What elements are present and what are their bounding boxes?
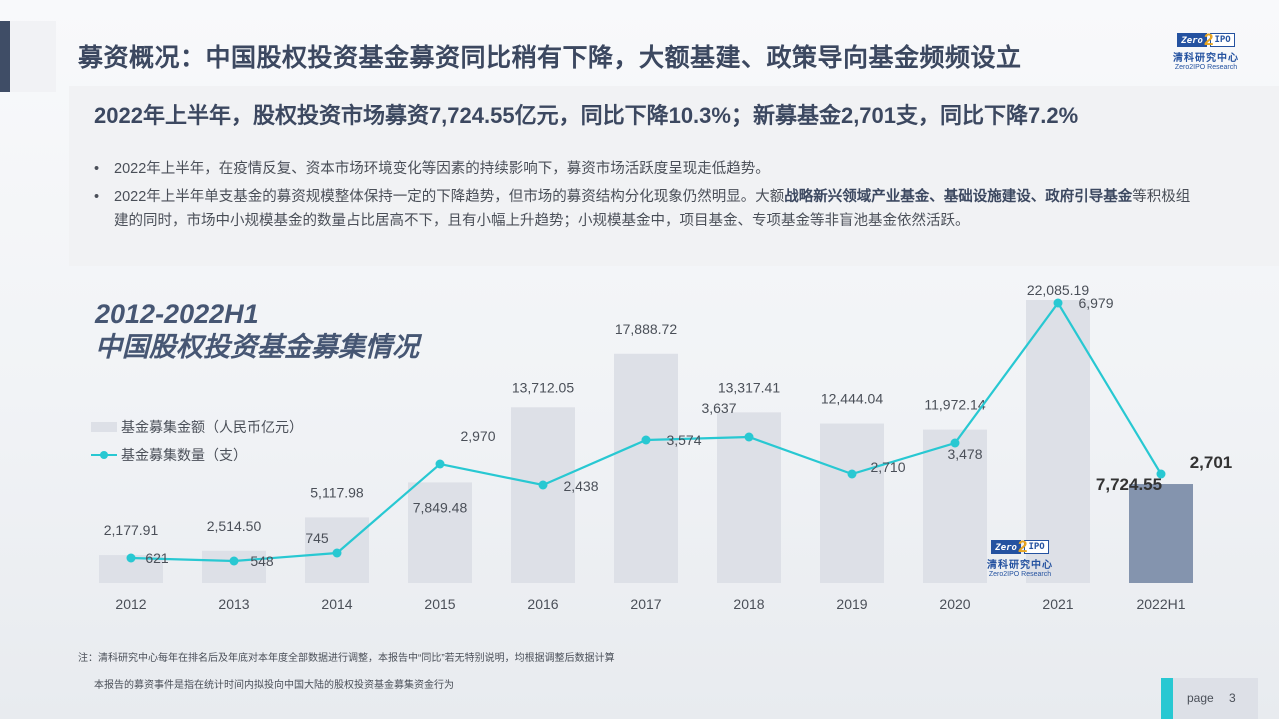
zero2ipo-logo: Zero 2 IPO 清科研究中心 Zero2IPO Research	[1173, 30, 1239, 71]
bar-2016	[511, 407, 575, 583]
footnote: 注：清科研究中心每年在排名后及年底对本年度全部数据进行调整，本报告中“同比”若无…	[78, 653, 615, 664]
bar-value-label: 7,724.55	[1096, 475, 1162, 494]
bullet-text: 等积极组建的同时，市场中小规模基金的数量占比居高不下，且有小幅上升趋势；小规模基…	[114, 189, 1191, 229]
bullet-bold-text: 战略新兴领域产业基金、基础设施建设、政府引导基金	[784, 189, 1133, 205]
page-number: 3	[1229, 691, 1236, 705]
line-point	[950, 438, 960, 448]
bar-2015	[408, 482, 472, 583]
line-value-label: 2,701	[1190, 453, 1233, 472]
line-value-label: 3,637	[701, 400, 736, 416]
bar-value-label: 7,849.48	[413, 499, 468, 515]
line-point	[641, 435, 651, 445]
logo-ipo-text: IPO	[1024, 540, 1049, 554]
line-point	[847, 469, 857, 479]
logo-zero-text: Zero	[1177, 33, 1207, 47]
logo-zero-text: Zero	[991, 540, 1021, 554]
legend-bar-swatch	[91, 422, 117, 432]
x-axis-label: 2013	[218, 596, 249, 612]
line-point	[538, 480, 548, 490]
page-accent-bar	[1161, 678, 1173, 719]
legend-label: 基金募集数量（支）	[121, 447, 247, 463]
line-value-label: 3,574	[666, 432, 701, 448]
bar-2013	[202, 550, 266, 583]
bullet-list: 2022年上半年，在疫情反复、资本市场环境变化等因素的持续影响下，募资市场活跃度…	[94, 157, 1204, 237]
line-value-label: 548	[250, 553, 274, 569]
page-title: 募资概况：中国股权投资基金募资同比稍有下降，大额基建、政策导向基金频频设立	[78, 44, 1022, 72]
legend-item-amount: 基金募集金额（人民币亿元）	[91, 413, 303, 441]
summary-headline: 2022年上半年，股权投资市场募资7,724.55亿元，同比下降10.3%；新募…	[94, 103, 1079, 128]
x-axis-label: 2021	[1042, 596, 1073, 612]
bar-value-label: 2,514.50	[207, 518, 262, 534]
bullet-item: 2022年上半年，在疫情反复、资本市场环境变化等因素的持续影响下，募资市场活跃度…	[94, 157, 1204, 181]
logo-en-text: Zero2IPO Research	[1174, 64, 1238, 71]
line-point	[332, 548, 342, 558]
logo-two-text: 2	[1203, 30, 1214, 49]
x-axis-label: 2018	[733, 596, 764, 612]
x-axis-label: 2019	[836, 596, 867, 612]
line-value-label: 6,979	[1078, 295, 1113, 311]
bar-value-label: 2,177.91	[104, 522, 159, 538]
line-value-label: 2,438	[563, 478, 598, 494]
bar-value-label: 22,085.19	[1027, 282, 1089, 298]
bar-value-label: 13,317.41	[718, 379, 780, 395]
x-axis-label: 2022H1	[1136, 596, 1185, 612]
chart-legend: 基金募集金额（人民币亿元） 基金募集数量（支）	[91, 413, 303, 469]
bullet-text: 2022年上半年，在疫情反复、资本市场环境变化等因素的持续影响下，募资市场活跃度…	[114, 161, 770, 177]
title-accent-bar	[0, 21, 10, 92]
logo-ipo-text: IPO	[1210, 33, 1235, 47]
legend-item-count: 基金募集数量（支）	[91, 441, 303, 469]
line-value-label: 621	[145, 550, 169, 566]
bar-value-label: 11,972.14	[924, 397, 985, 413]
logo-cn-text: 清科研究中心	[1173, 53, 1239, 64]
bullet-item: 2022年上半年单支基金的募资规模整体保持一定的下降趋势，但市场的募资结构分化现…	[94, 185, 1204, 233]
x-axis-label: 2020	[939, 596, 970, 612]
footnote: 本报告的募资事件是指在统计时间内拟投向中国大陆的股权投资基金募集资金行为	[94, 680, 454, 691]
zero2ipo-watermark-logo: Zero 2 IPO 清科研究中心 Zero2IPO Research	[987, 537, 1053, 578]
title-accent-block	[10, 21, 56, 92]
bar-2017	[614, 353, 678, 583]
x-axis-label: 2017	[630, 596, 661, 612]
page-label: page	[1187, 691, 1214, 705]
line-value-label: 2,710	[870, 459, 905, 475]
bar-2022H1	[1129, 484, 1193, 583]
line-point	[744, 432, 754, 442]
chart-title: 2012-2022H1 中国股权投资基金募集情况	[95, 298, 419, 364]
line-value-label: 3,478	[947, 446, 982, 462]
bar-value-label: 12,444.04	[821, 391, 883, 407]
line-point	[229, 556, 239, 566]
line-point	[435, 459, 445, 469]
bar-value-label: 13,712.05	[512, 379, 574, 395]
page-indicator: page 3	[1161, 678, 1258, 719]
line-point	[1053, 298, 1063, 308]
bullet-text: 2022年上半年单支基金的募资规模整体保持一定的下降趋势，但市场的募资结构分化现…	[114, 189, 785, 205]
bar-2019	[820, 423, 884, 583]
line-point	[126, 553, 136, 563]
chart-title-years: 2012-2022H1	[95, 299, 259, 329]
bar-value-label: 5,117.98	[310, 484, 364, 500]
chart-title-text: 中国股权投资基金募集情况	[95, 332, 419, 362]
bar-2020	[923, 429, 987, 583]
x-axis-label: 2015	[424, 596, 455, 612]
x-axis-label: 2014	[321, 596, 352, 612]
bar-value-label: 17,888.72	[615, 321, 677, 337]
legend-line-swatch	[91, 450, 117, 460]
line-value-label: 745	[305, 530, 329, 546]
logo-two-text: 2	[1017, 537, 1028, 556]
bar-2021	[1026, 300, 1090, 583]
line-value-label: 2,970	[460, 428, 495, 444]
legend-label: 基金募集金额（人民币亿元）	[121, 419, 303, 435]
logo-cn-text: 清科研究中心	[987, 560, 1053, 571]
line-point	[1156, 469, 1166, 479]
x-axis-label: 2016	[527, 596, 558, 612]
logo-en-text: Zero2IPO Research	[988, 571, 1052, 578]
x-axis-label: 2012	[115, 596, 146, 612]
